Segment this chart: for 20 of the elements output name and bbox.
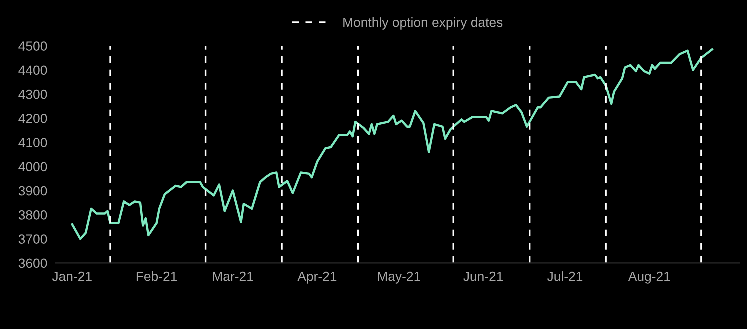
- x-tick-label: May-21: [378, 272, 420, 284]
- y-tick-label: 4400: [18, 66, 48, 76]
- y-tick-label: 4000: [18, 162, 48, 172]
- y-tick-label: 4300: [18, 90, 48, 100]
- y-tick-label: 4200: [18, 114, 48, 124]
- x-tick-label: Aug-21: [628, 272, 670, 284]
- x-tick-label: Mar-21: [213, 272, 254, 282]
- y-tick-label: 4100: [18, 138, 48, 148]
- x-tick-label: Feb-21: [136, 272, 178, 282]
- y-tick-label: 4500: [18, 42, 48, 51]
- line-series: [71, 48, 714, 240]
- x-tick-label: Apr-21: [298, 272, 337, 284]
- y-tick-label: 3700: [18, 234, 48, 244]
- legend-label: Monthly option expiry dates: [344, 18, 503, 30]
- x-tick-label: Jun-21: [464, 272, 504, 282]
- y-tick-label: 3900: [18, 186, 48, 196]
- x-tick-label: Jan-21: [52, 272, 92, 282]
- y-tick-label: 3800: [18, 210, 48, 220]
- x-tick-label: Jul-21: [547, 272, 583, 282]
- y-tick-label: 3600: [18, 258, 48, 268]
